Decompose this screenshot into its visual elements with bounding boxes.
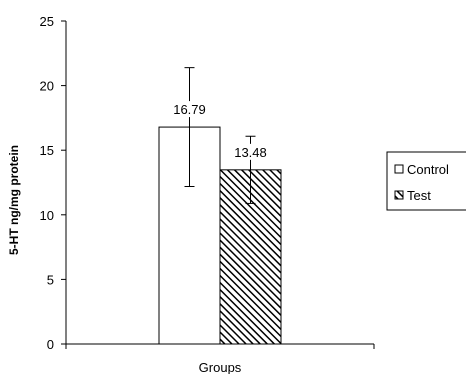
x-axis-title: Groups <box>199 360 242 374</box>
y-axis-ticks: 0 5 10 15 20 25 <box>40 14 375 352</box>
legend-frame <box>386 151 466 211</box>
data-label-control: 16.79 <box>173 102 206 117</box>
data-label-bg <box>230 143 271 160</box>
y-tick-label: 5 <box>47 272 54 287</box>
legend-label-test: Test <box>407 188 431 203</box>
y-tick-label: 10 <box>40 208 54 223</box>
legend: Control Test <box>386 151 466 211</box>
legend-swatch-test <box>394 190 404 200</box>
data-label-test: 13.48 <box>234 145 267 160</box>
y-tick-label: 25 <box>40 14 54 29</box>
y-tick-label: 0 <box>47 337 54 352</box>
error-bar-control <box>184 67 195 188</box>
data-labels: 16.79 13.48 <box>169 101 271 160</box>
legend-label-control: Control <box>407 162 449 177</box>
data-label-bg <box>169 101 210 118</box>
y-axis-title: 5-HT ng/mg protein <box>7 145 21 255</box>
y-tick-label: 20 <box>40 79 54 94</box>
legend-swatch-control <box>394 164 404 174</box>
y-tick-label: 15 <box>40 143 54 158</box>
